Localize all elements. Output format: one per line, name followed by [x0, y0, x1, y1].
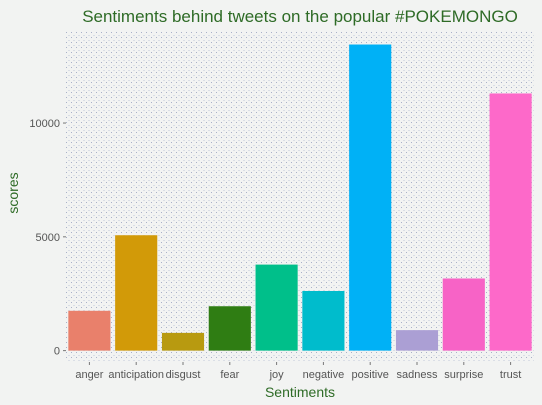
x-tick-label-fear: fear [220, 369, 239, 381]
x-tick-label-positive: positive [352, 369, 389, 381]
x-tick-label-joy: joy [269, 369, 285, 381]
x-tick-label-disgust: disgust [166, 369, 201, 381]
bar-positive [349, 44, 392, 351]
x-tick-label-anticipation: anticipation [108, 369, 164, 381]
bar-anger [68, 310, 111, 351]
x-axis: anger anticipation disgust fear joy negative p… [75, 362, 521, 381]
bar-anticipation [115, 235, 158, 351]
x-axis-title: Sentiments [265, 384, 335, 400]
bar-surprise [442, 278, 485, 351]
chart-title: Sentiments behind tweets on the popular … [82, 7, 518, 26]
bar-joy [255, 264, 298, 351]
x-tick-label-sadness: sadness [397, 369, 438, 381]
bar-negative [302, 290, 345, 351]
bars-layer [68, 44, 532, 351]
y-axis: 0 5000 10000 [29, 118, 66, 358]
bar-fear [208, 306, 251, 351]
x-tick-label-negative: negative [303, 369, 345, 381]
bar-sadness [395, 330, 439, 351]
x-tick-label-trust: trust [500, 369, 521, 381]
y-tick-label: 10000 [29, 118, 60, 130]
y-tick-label: 0 [54, 346, 60, 358]
y-tick-label: 5000 [36, 232, 60, 244]
bar-trust [489, 93, 532, 351]
x-tick-label-surprise: surprise [444, 369, 483, 381]
y-axis-title: scores [5, 172, 21, 213]
bar-disgust [161, 332, 205, 351]
x-tick-label-anger: anger [75, 369, 103, 381]
